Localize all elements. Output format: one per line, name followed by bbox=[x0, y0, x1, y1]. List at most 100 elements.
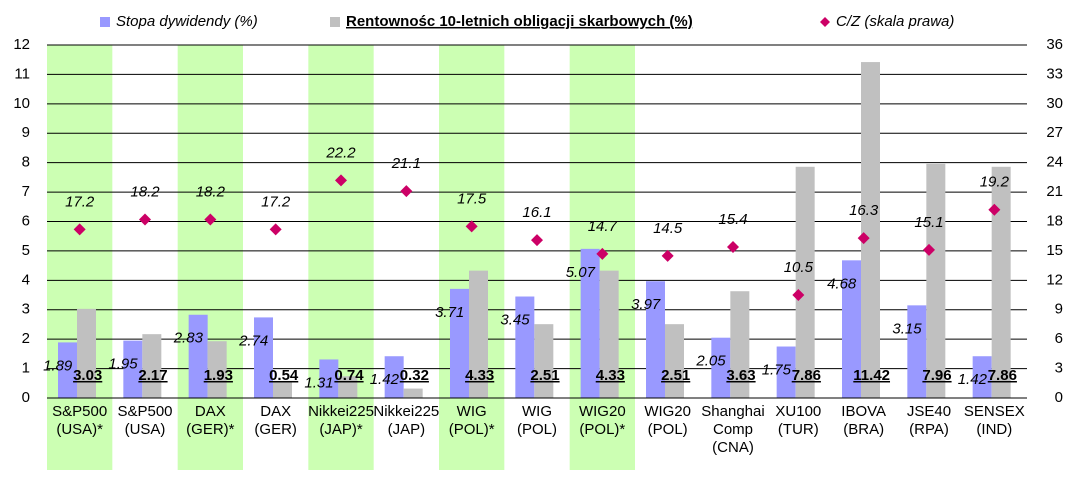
data-label: 0.32 bbox=[400, 367, 429, 384]
y-tick-label: 11 bbox=[14, 65, 30, 82]
bar bbox=[534, 324, 554, 398]
y2-tick-label: 0 bbox=[1055, 389, 1063, 406]
data-label: 4.33 bbox=[465, 367, 494, 384]
data-label: 16.3 bbox=[849, 202, 879, 219]
bar bbox=[665, 324, 684, 398]
marker bbox=[792, 289, 805, 302]
x-tick-label: WIG20 bbox=[644, 403, 691, 420]
data-label: 2.51 bbox=[530, 367, 559, 384]
data-label: 10.5 bbox=[784, 259, 814, 276]
y2-tick-label: 21 bbox=[1046, 183, 1063, 200]
bar bbox=[646, 281, 665, 398]
data-label: 18.2 bbox=[130, 184, 160, 201]
data-label: 17.5 bbox=[457, 190, 487, 207]
bar bbox=[319, 359, 339, 398]
legend-marker bbox=[330, 17, 340, 27]
x-tick-label: WIG20 bbox=[579, 403, 626, 420]
x-tick-label: (USA)* bbox=[56, 421, 103, 438]
x-tick-label: (TUR) bbox=[778, 421, 819, 438]
bar bbox=[711, 337, 731, 398]
marker bbox=[400, 185, 413, 198]
bar bbox=[142, 334, 162, 398]
data-label: 15.1 bbox=[914, 214, 943, 231]
x-tick-label: JSE40 bbox=[907, 403, 951, 420]
data-label: 3.97 bbox=[631, 296, 661, 313]
data-label: 1.95 bbox=[108, 356, 138, 373]
x-tick-label: (GER)* bbox=[186, 421, 234, 438]
legend-label: Rentownośc 10-letnich obligacji skarbowy… bbox=[346, 13, 693, 30]
data-label: 7.86 bbox=[792, 367, 821, 384]
x-tick-label: (BRA) bbox=[843, 421, 884, 438]
x-tick-label: (IND) bbox=[976, 421, 1012, 438]
y-tick-label: 4 bbox=[22, 271, 30, 288]
data-label: 19.2 bbox=[980, 174, 1010, 191]
x-tick-label: (JAP) bbox=[388, 421, 426, 438]
y-tick-label: 12 bbox=[13, 36, 30, 53]
y2-tick-label: 33 bbox=[1046, 65, 1063, 82]
data-label: 4.68 bbox=[827, 275, 857, 292]
data-label: 3.15 bbox=[892, 320, 922, 337]
data-label: 0.74 bbox=[334, 367, 364, 384]
data-label: 5.07 bbox=[566, 264, 596, 281]
y2-tick-label: 15 bbox=[1046, 242, 1063, 259]
marker bbox=[465, 220, 478, 233]
x-tick-label: Nikkei225 bbox=[373, 403, 439, 420]
legend-marker bbox=[100, 17, 110, 27]
data-label: 7.86 bbox=[988, 367, 1017, 384]
category-highlight bbox=[439, 45, 505, 470]
y-tick-label: 6 bbox=[22, 212, 30, 229]
legend-label: C/Z (skala prawa) bbox=[836, 13, 954, 30]
marker bbox=[727, 240, 739, 253]
bar bbox=[972, 356, 992, 398]
x-tick-label: (POL)* bbox=[579, 421, 625, 438]
bar bbox=[599, 270, 619, 398]
data-label: 4.33 bbox=[596, 367, 625, 384]
category-highlight bbox=[177, 45, 243, 470]
y-tick-label: 7 bbox=[22, 183, 30, 200]
x-tick-label: WIG bbox=[522, 403, 552, 420]
data-label: 17.2 bbox=[65, 193, 95, 210]
bar bbox=[469, 270, 488, 398]
marker bbox=[531, 234, 543, 247]
category-highlight bbox=[47, 45, 113, 470]
data-label: 1.89 bbox=[43, 357, 73, 374]
y2-tick-label: 9 bbox=[1055, 301, 1063, 318]
x-tick-label: IBOVA bbox=[841, 403, 886, 420]
y2-tick-label: 12 bbox=[1046, 271, 1063, 288]
bar bbox=[77, 308, 96, 398]
x-tick-label: Comp bbox=[713, 421, 753, 438]
data-label: 15.4 bbox=[718, 211, 747, 228]
marker bbox=[335, 174, 347, 187]
data-label: 11.42 bbox=[853, 367, 890, 384]
legend-label: Stopa dywidendy (%) bbox=[116, 13, 258, 30]
y-tick-label: 1 bbox=[22, 360, 30, 377]
data-label: 14.7 bbox=[588, 218, 618, 235]
x-tick-label: (CNA) bbox=[712, 439, 754, 456]
x-tick-label: (RPA) bbox=[909, 421, 949, 438]
data-label: 2.74 bbox=[238, 332, 268, 349]
data-label: 0.54 bbox=[269, 367, 299, 384]
y2-tick-label: 18 bbox=[1046, 212, 1063, 229]
marker bbox=[73, 223, 86, 236]
bar bbox=[273, 382, 292, 398]
category-highlight bbox=[308, 45, 374, 470]
bar bbox=[776, 346, 796, 398]
x-tick-label: XU100 bbox=[775, 403, 821, 420]
data-label: 3.71 bbox=[435, 304, 464, 321]
y-tick-label: 2 bbox=[22, 330, 30, 347]
bar bbox=[842, 260, 861, 398]
data-label: 2.05 bbox=[695, 353, 726, 370]
data-label: 3.45 bbox=[500, 311, 530, 328]
bar bbox=[384, 356, 404, 398]
marker bbox=[988, 203, 1001, 216]
data-label: 1.93 bbox=[204, 367, 233, 384]
bar bbox=[254, 317, 273, 398]
marker bbox=[139, 213, 151, 226]
bar bbox=[907, 305, 927, 398]
data-label: 14.5 bbox=[653, 220, 683, 237]
y2-tick-label: 36 bbox=[1046, 36, 1063, 53]
x-tick-label: Nikkei225 bbox=[308, 403, 374, 420]
marker bbox=[923, 243, 935, 256]
marker bbox=[596, 247, 609, 260]
marker bbox=[204, 213, 217, 226]
